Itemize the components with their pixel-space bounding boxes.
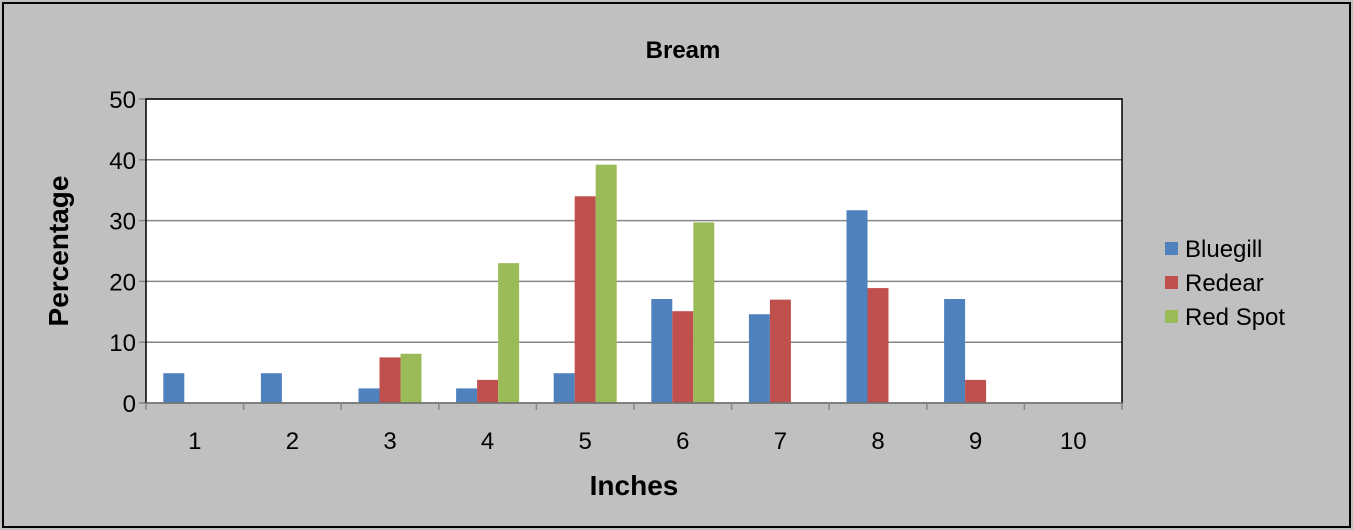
x-tick-labels: 1 2 3 4 5 6 7 8 9 10 (188, 428, 1086, 455)
y-axis-label: Percentage (43, 176, 74, 327)
x-tick-label-4: 4 (481, 428, 494, 455)
x-tick-label-3: 3 (383, 428, 396, 455)
bar-bluegill-3 (358, 388, 380, 403)
x-tick-label-7: 7 (774, 428, 787, 455)
bar-bluegill-7 (748, 314, 770, 403)
y-tick-label-0: 0 (123, 391, 136, 418)
bar-bluegill-9 (944, 299, 966, 403)
axes (139, 98, 1123, 410)
bar-redear-5 (574, 196, 596, 403)
legend-label-red-spot: Red Spot (1185, 304, 1285, 331)
y-tick-label-30: 30 (109, 209, 136, 236)
x-tick-label-6: 6 (676, 428, 689, 455)
bar-red-spot-6 (693, 222, 715, 403)
y-tick-label-20: 20 (109, 269, 136, 296)
y-tick-label-50: 50 (109, 87, 136, 114)
legend-label-redear: Redear (1185, 270, 1264, 297)
x-axis-label: Inches (590, 470, 679, 501)
legend-swatch-redear (1165, 276, 1178, 289)
bar-redear-8 (867, 288, 889, 403)
plot-area (146, 99, 1122, 403)
bar-bluegill-2 (260, 373, 282, 403)
bar-red-spot-5 (595, 164, 617, 403)
legend-swatch-red-spot (1165, 310, 1178, 323)
legend-swatch-bluegill (1165, 242, 1178, 255)
bar-red-spot-4 (498, 263, 520, 403)
x-tick-label-1: 1 (188, 428, 201, 455)
bar-bluegill-4 (456, 388, 478, 403)
bar-bluegill-6 (651, 299, 673, 403)
bar-red-spot-3 (400, 353, 422, 403)
bar-redear-4 (477, 379, 499, 403)
x-tick-label-9: 9 (969, 428, 982, 455)
bar-redear-6 (672, 311, 694, 403)
y-tick-label-40: 40 (109, 148, 136, 175)
bar-bluegill-8 (846, 210, 868, 403)
bar-redear-7 (769, 299, 791, 403)
bar-bluegill-1 (163, 373, 185, 403)
x-tick-label-2: 2 (286, 428, 299, 455)
chart-title: Bream (646, 37, 721, 64)
legend: Bluegill Redear Red Spot (1165, 236, 1285, 331)
x-tick-label-8: 8 (871, 428, 884, 455)
y-tick-label-10: 10 (109, 330, 136, 357)
bar-bluegill-5 (553, 373, 575, 403)
x-tick-label-10: 10 (1060, 428, 1087, 455)
bars (163, 164, 987, 403)
legend-label-bluegill: Bluegill (1185, 236, 1262, 263)
y-tick-labels: 0 10 20 30 40 50 (109, 87, 136, 418)
x-tick-label-5: 5 (579, 428, 592, 455)
bar-redear-9 (965, 379, 987, 403)
bar-redear-3 (379, 357, 401, 403)
